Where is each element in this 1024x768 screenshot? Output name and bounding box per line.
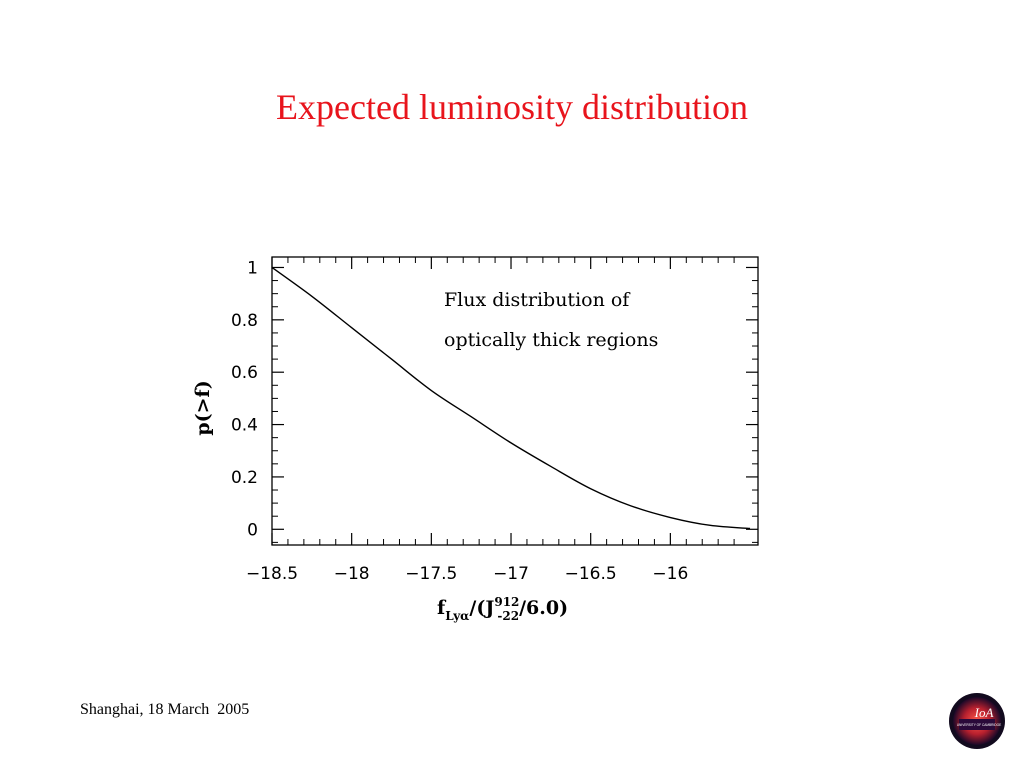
chart-annotation-line: optically thick regions [444, 329, 658, 351]
y-tick-label: 0.6 [231, 363, 258, 383]
x-tick-label: −17.5 [405, 564, 457, 584]
x-tick-label: −16 [652, 564, 688, 584]
x-axis-title: fLyα/(J912 -22/6.0) [437, 595, 568, 623]
y-tick-label: 1 [247, 258, 258, 278]
x-tick-label: −16.5 [565, 564, 617, 584]
y-tick-label: 0.8 [231, 311, 258, 331]
y-axis-title: p(>f) [192, 380, 214, 435]
footer-text: Shanghai, 18 March 2005 [80, 700, 249, 720]
x-tick-label: −18 [334, 564, 370, 584]
ioa-logo: IoA UNIVERSITY OF CAMBRIDGE [948, 692, 1006, 750]
logo-text: IoA [974, 705, 994, 720]
x-tick-label: −17 [493, 564, 529, 584]
y-tick-label: 0.2 [231, 468, 258, 488]
y-tick-label: 0.4 [231, 416, 258, 436]
x-tick-label: −18.5 [246, 564, 298, 584]
logo-subtext: UNIVERSITY OF CAMBRIDGE [957, 723, 1002, 727]
chart-annotation-line: Flux distribution of [444, 289, 631, 311]
chart-plot: −18.5 −18 −17.5 −17 −16.5 −16 0 0.2 0.4 0.6 0.8 1 Fl… [192, 257, 758, 623]
y-tick-label: 0 [247, 520, 258, 540]
